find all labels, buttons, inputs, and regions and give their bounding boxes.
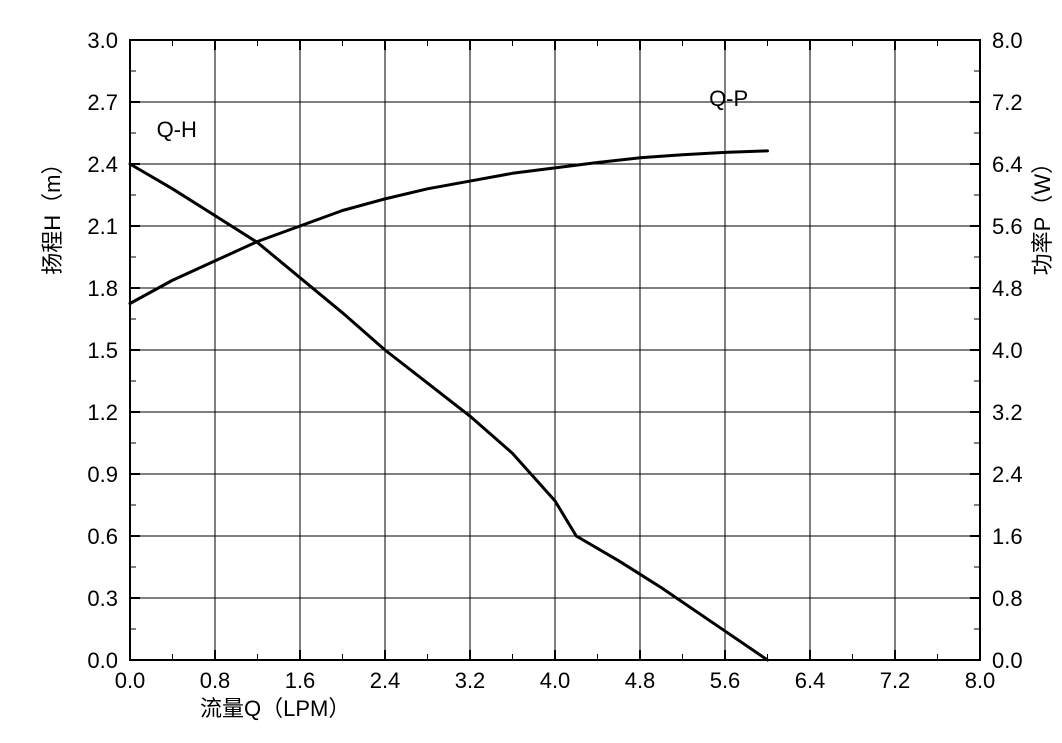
- x-tick-label: 6.4: [795, 668, 826, 693]
- x-tick-label: 5.6: [710, 668, 741, 693]
- y-right-tick-label: 0.0: [992, 648, 1023, 673]
- y-right-tick-label: 1.6: [992, 524, 1023, 549]
- x-tick-label: 1.6: [285, 668, 316, 693]
- x-tick-label: 0.0: [115, 668, 146, 693]
- x-tick-label: 0.8: [200, 668, 231, 693]
- series-label-q-h: Q-H: [157, 117, 197, 142]
- y-left-tick-label: 0.3: [87, 586, 118, 611]
- y-right-tick-label: 3.2: [992, 400, 1023, 425]
- y-right-tick-label: 5.6: [992, 214, 1023, 239]
- y-right-axis-label: 功率P（W）: [1030, 152, 1055, 275]
- x-tick-label: 8.0: [965, 668, 996, 693]
- y-left-tick-label: 2.7: [87, 90, 118, 115]
- y-left-tick-label: 0.0: [87, 648, 118, 673]
- x-tick-label: 7.2: [880, 668, 911, 693]
- x-tick-label: 4.8: [625, 668, 656, 693]
- y-right-tick-label: 7.2: [992, 90, 1023, 115]
- y-left-tick-label: 0.9: [87, 462, 118, 487]
- y-left-tick-label: 3.0: [87, 28, 118, 53]
- pump-curve-chart: 0.00.81.62.43.24.04.85.66.47.28.00.00.30…: [0, 0, 1062, 743]
- y-left-tick-label: 2.1: [87, 214, 118, 239]
- y-left-axis-label: 扬程H（m）: [40, 152, 65, 274]
- chart-background: [0, 0, 1062, 743]
- y-right-tick-label: 4.0: [992, 338, 1023, 363]
- y-right-tick-label: 8.0: [992, 28, 1023, 53]
- y-left-tick-label: 1.5: [87, 338, 118, 363]
- y-left-tick-label: 2.4: [87, 152, 118, 177]
- series-label-q-p: Q-P: [709, 86, 748, 111]
- y-right-tick-label: 2.4: [992, 462, 1023, 487]
- x-axis-label: 流量Q（LPM）: [200, 696, 350, 721]
- y-left-tick-label: 1.2: [87, 400, 118, 425]
- y-left-tick-label: 0.6: [87, 524, 118, 549]
- y-right-tick-label: 6.4: [992, 152, 1023, 177]
- x-tick-label: 3.2: [455, 668, 486, 693]
- x-tick-label: 4.0: [540, 668, 571, 693]
- x-tick-label: 2.4: [370, 668, 401, 693]
- y-right-tick-label: 0.8: [992, 586, 1023, 611]
- chart-container: 0.00.81.62.43.24.04.85.66.47.28.00.00.30…: [0, 0, 1062, 743]
- y-left-tick-label: 1.8: [87, 276, 118, 301]
- y-right-tick-label: 4.8: [992, 276, 1023, 301]
